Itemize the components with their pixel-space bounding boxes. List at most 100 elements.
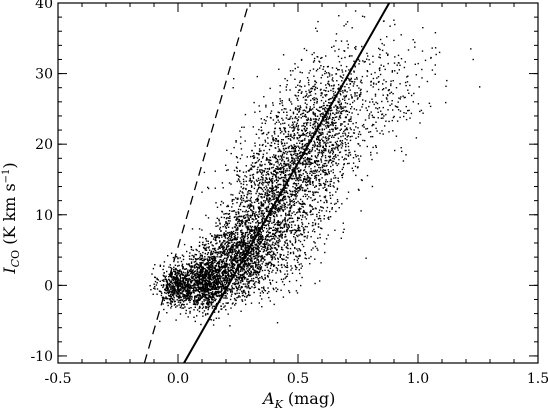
data-point (231, 248, 233, 251)
data-point (184, 275, 186, 277)
data-point (239, 244, 241, 246)
data-point (170, 289, 172, 291)
data-point (178, 297, 180, 299)
data-point (172, 286, 175, 288)
data-point (278, 121, 280, 123)
data-point (269, 282, 271, 284)
data-point (272, 226, 275, 228)
data-point (252, 272, 255, 274)
data-point (230, 193, 232, 196)
data-point (177, 290, 179, 292)
data-point (195, 259, 197, 261)
data-point (271, 192, 273, 194)
data-point (266, 158, 268, 160)
data-point (217, 283, 219, 286)
data-point (238, 249, 240, 251)
data-point (255, 269, 257, 272)
data-point (232, 258, 235, 260)
data-point (257, 222, 260, 225)
data-point (283, 156, 285, 158)
data-point (237, 281, 239, 283)
data-point (254, 282, 256, 284)
data-point (227, 240, 229, 243)
data-point (197, 299, 200, 301)
data-point (282, 145, 284, 147)
data-point (248, 281, 250, 283)
data-point (279, 91, 281, 93)
data-point (282, 249, 284, 251)
data-point (254, 215, 256, 217)
data-point (215, 239, 217, 242)
data-point (185, 279, 188, 282)
data-point (314, 186, 316, 188)
data-point (255, 281, 257, 283)
data-point (168, 298, 171, 300)
data-point (317, 136, 319, 138)
data-point (214, 236, 217, 239)
data-point (234, 259, 236, 261)
data-point (207, 288, 209, 290)
data-point (196, 262, 198, 265)
data-point (255, 273, 257, 275)
data-point (253, 284, 256, 286)
data-point (278, 177, 280, 180)
data-point (329, 185, 332, 187)
data-point (208, 249, 211, 251)
data-point (179, 279, 181, 281)
data-point (299, 272, 301, 275)
data-point (307, 158, 309, 160)
data-point (248, 219, 250, 221)
data-point (175, 280, 178, 283)
data-point (244, 224, 246, 226)
data-point (290, 265, 292, 267)
data-point (285, 259, 287, 261)
data-point (236, 238, 238, 240)
data-point (207, 256, 209, 258)
data-point (263, 200, 265, 202)
data-point (190, 272, 192, 274)
data-point (331, 162, 333, 164)
data-point (234, 226, 236, 228)
data-point (198, 281, 200, 283)
data-point (312, 208, 315, 210)
data-point (206, 280, 209, 282)
data-point (225, 276, 228, 279)
data-point (195, 289, 198, 291)
data-point (309, 179, 311, 182)
data-point (256, 239, 258, 241)
data-point (169, 295, 171, 297)
data-point (280, 183, 282, 186)
data-point (193, 290, 195, 292)
data-point (225, 245, 228, 247)
data-point (267, 132, 269, 134)
data-point (294, 78, 296, 80)
data-point (170, 300, 173, 302)
data-point (297, 257, 300, 260)
data-point (288, 145, 291, 148)
data-point (209, 268, 211, 271)
data-point (276, 207, 278, 210)
data-point (218, 290, 220, 292)
data-point (298, 147, 301, 150)
data-point (217, 268, 219, 271)
data-point (269, 246, 272, 248)
data-point (238, 286, 240, 288)
data-point (298, 177, 300, 180)
data-point (247, 259, 249, 262)
data-point (219, 282, 221, 284)
data-point (188, 299, 190, 302)
data-point (268, 262, 270, 264)
data-point (234, 257, 236, 259)
data-point (311, 150, 313, 152)
data-point (242, 183, 245, 186)
data-point (193, 303, 196, 306)
data-point (183, 281, 186, 283)
data-point (201, 296, 203, 299)
data-point (179, 281, 182, 283)
data-point (231, 227, 234, 229)
data-point (244, 293, 247, 295)
data-point (283, 225, 286, 228)
data-point (276, 249, 278, 251)
data-point (183, 243, 186, 246)
data-point (192, 271, 195, 274)
